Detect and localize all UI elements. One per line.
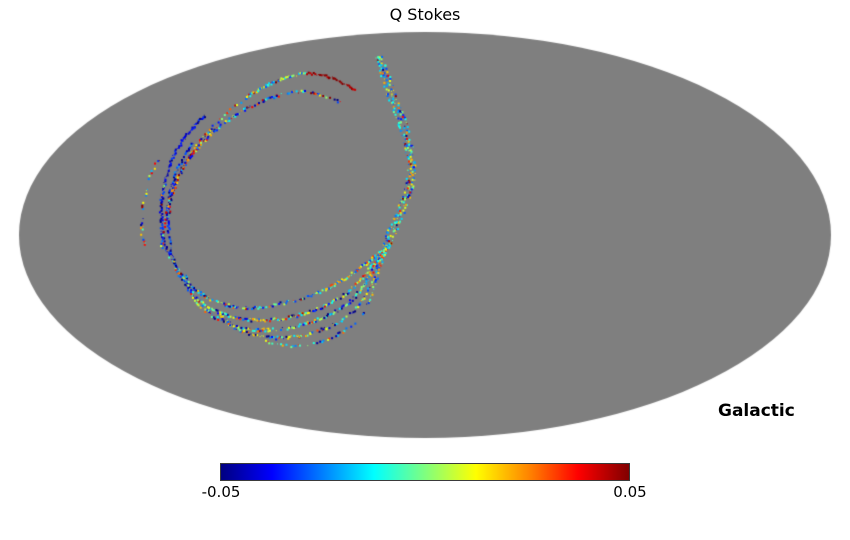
colorbar-gradient <box>220 463 630 481</box>
colorbar-min-label: -0.05 <box>201 483 241 501</box>
plot-title: Q Stokes <box>389 5 461 24</box>
colorbar-max-label: 0.05 <box>613 483 647 501</box>
coordinate-system-label: Galactic <box>718 401 795 421</box>
